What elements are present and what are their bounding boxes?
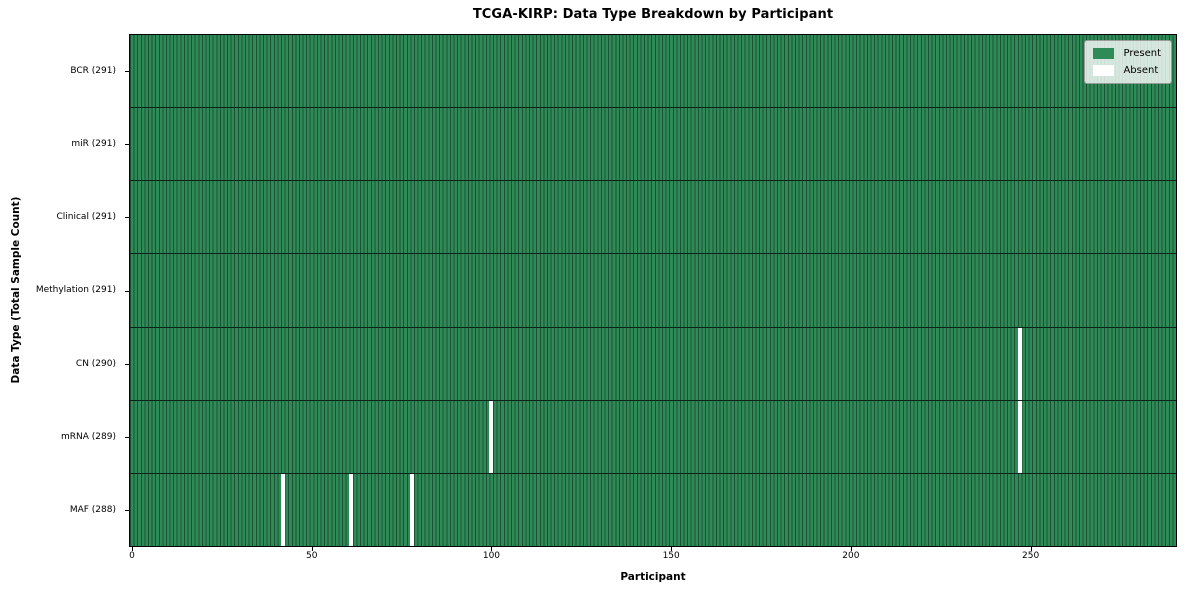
y-tick-mark bbox=[125, 437, 129, 439]
y-tick-mark bbox=[125, 363, 129, 365]
x-tick-mark bbox=[311, 547, 313, 551]
present-swatch-icon bbox=[1093, 48, 1115, 59]
legend: Present Absent bbox=[1084, 40, 1172, 84]
y-tick-labels: BCR (291) miR (291) Clinical (291) Methylat… bbox=[0, 34, 125, 547]
chart-title: TCGA-KIRP: Data Type Breakdown by Partic… bbox=[472, 7, 834, 22]
y-tick-mark bbox=[125, 143, 129, 145]
absent-gap bbox=[489, 400, 494, 473]
x-tick-mark bbox=[491, 547, 493, 551]
data-row-bcr bbox=[130, 35, 1176, 109]
y-tick-mark bbox=[125, 510, 129, 512]
absent-gap bbox=[1017, 400, 1022, 473]
x-tick-mark bbox=[671, 547, 673, 551]
y-tick-label: Clinical (291) bbox=[56, 212, 116, 223]
y-tick-label: CN (290) bbox=[75, 358, 116, 369]
y-tick-label: MAF (288) bbox=[69, 505, 116, 516]
legend-label-absent: Absent bbox=[1123, 65, 1159, 76]
legend-item-absent: Absent bbox=[1093, 65, 1161, 76]
y-tick-label: miR (291) bbox=[71, 138, 116, 149]
x-tick-label: 50 bbox=[305, 551, 318, 561]
x-tick-mark bbox=[1030, 547, 1032, 551]
absent-gap bbox=[280, 473, 285, 546]
data-row-cn bbox=[130, 327, 1176, 401]
x-tick-label: 0 bbox=[129, 551, 135, 561]
legend-item-present: Present bbox=[1093, 48, 1161, 59]
x-axis-label: Participant bbox=[620, 571, 686, 583]
data-row-mrna bbox=[130, 400, 1176, 474]
y-tick-label: Methylation (291) bbox=[35, 285, 116, 296]
x-tick-mark bbox=[850, 547, 852, 551]
y-tick-mark bbox=[125, 70, 129, 72]
legend-label-present: Present bbox=[1123, 48, 1161, 59]
data-row-methylation bbox=[130, 254, 1176, 328]
absent-gap bbox=[410, 473, 415, 546]
absent-gap bbox=[349, 473, 354, 546]
absent-gap bbox=[1017, 327, 1022, 400]
x-tick-label: 200 bbox=[842, 551, 860, 561]
y-tick-label: mRNA (289) bbox=[61, 432, 116, 443]
x-tick-label: 100 bbox=[482, 551, 501, 561]
x-tick-label: 150 bbox=[662, 551, 680, 561]
data-row-maf bbox=[130, 473, 1176, 546]
y-tick-mark bbox=[125, 290, 129, 292]
data-row-mir bbox=[130, 108, 1176, 182]
data-row-clinical bbox=[130, 181, 1176, 255]
plot-area: Present Absent bbox=[129, 34, 1177, 547]
y-tick-mark bbox=[125, 217, 129, 219]
y-tick-label: BCR (291) bbox=[70, 65, 116, 76]
plot-rows bbox=[130, 35, 1176, 546]
x-tick-mark bbox=[131, 547, 133, 551]
x-tick-label: 250 bbox=[1022, 551, 1040, 561]
absent-swatch-icon bbox=[1093, 65, 1115, 76]
